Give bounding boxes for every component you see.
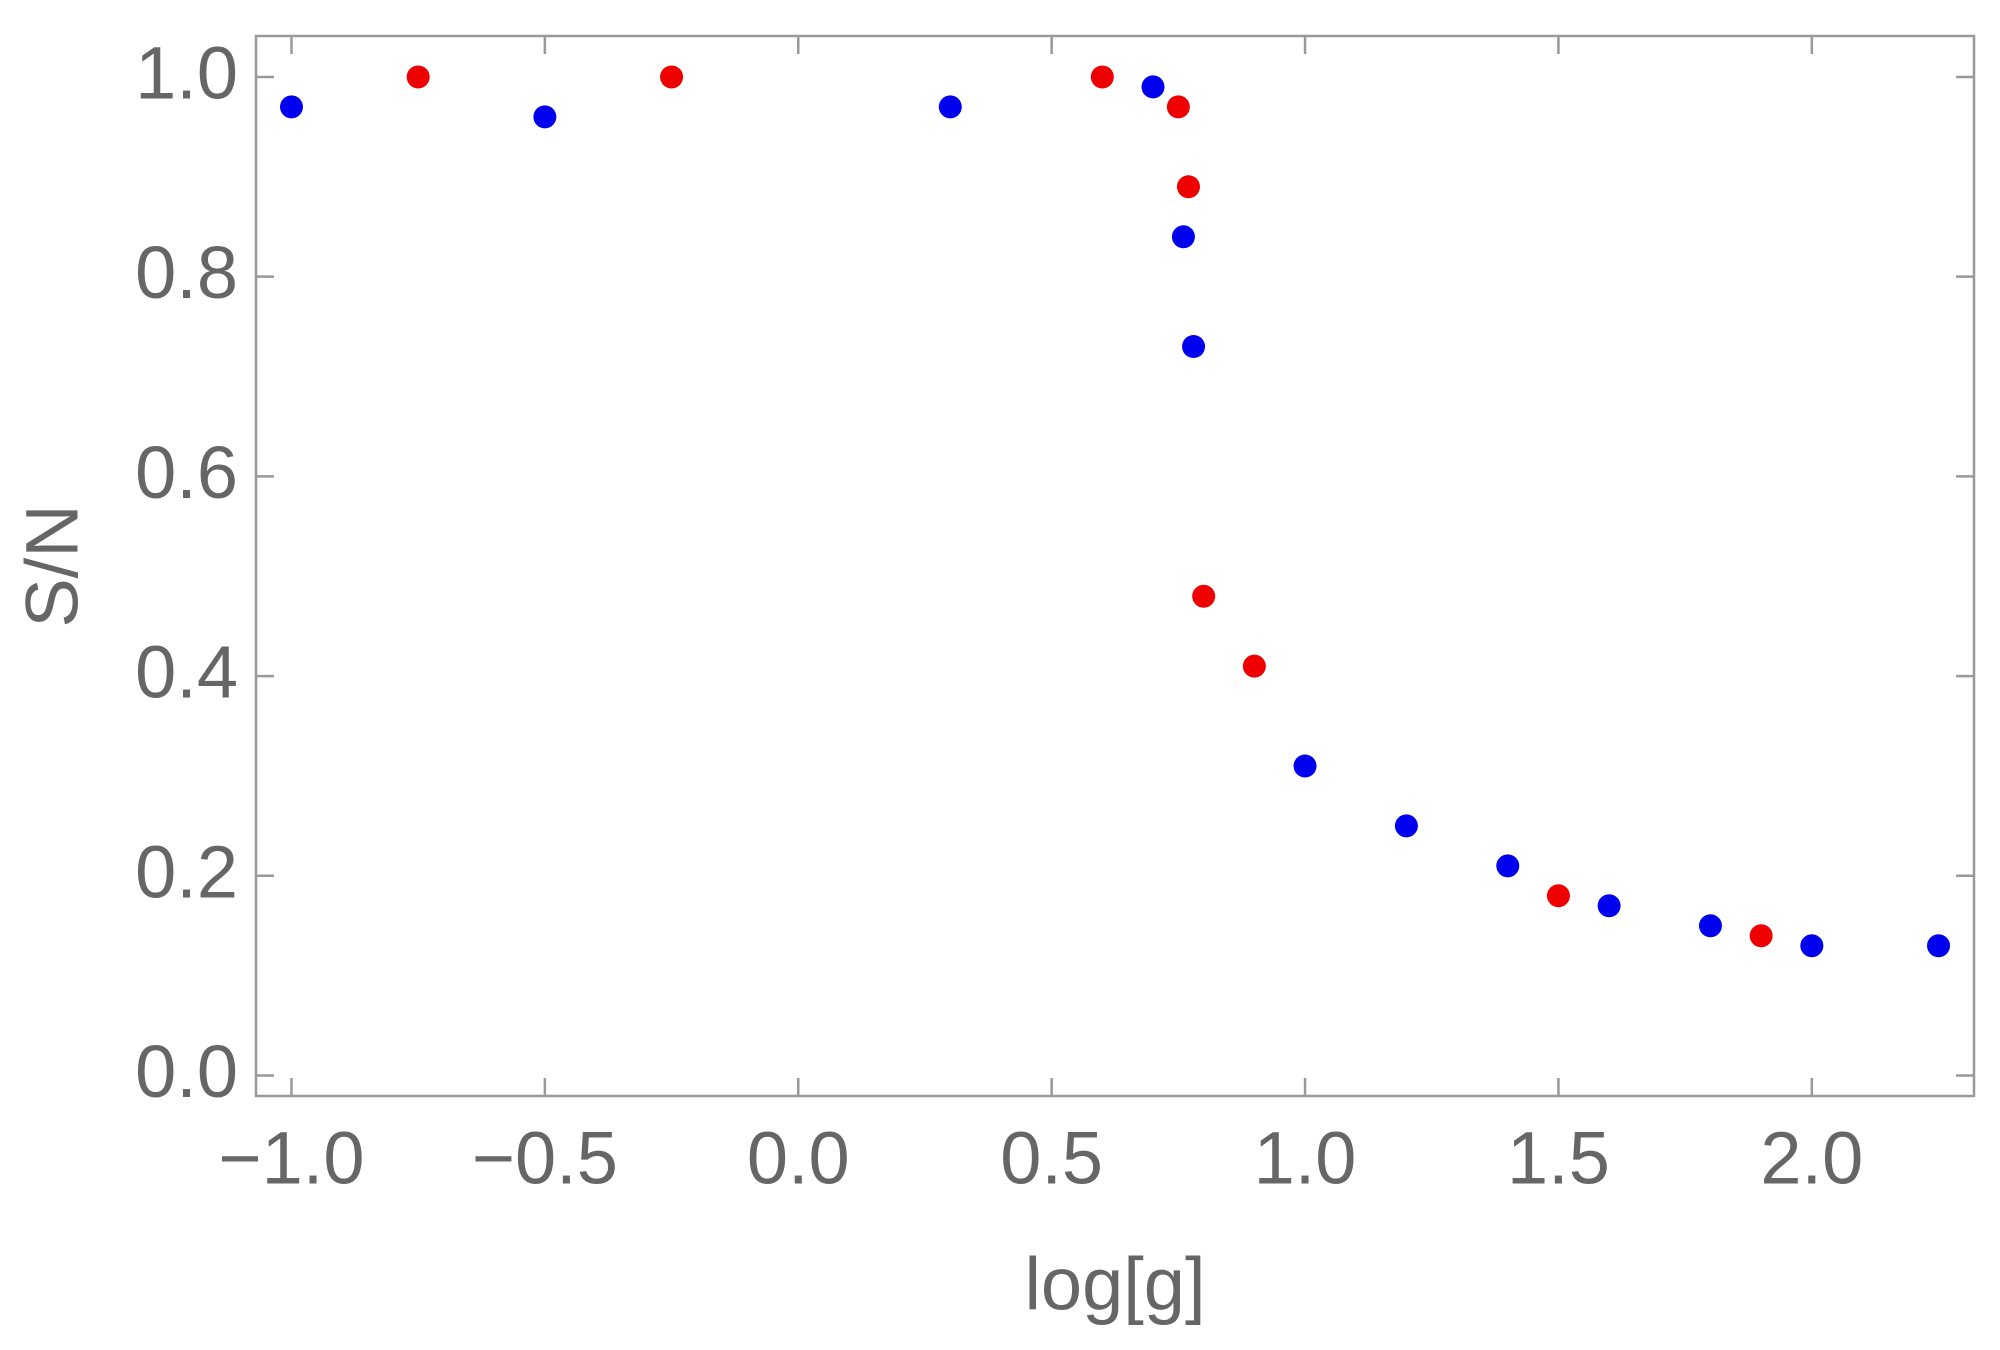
point (1141, 75, 1165, 99)
point (938, 95, 962, 119)
point (1242, 654, 1266, 678)
x-tick-label: 0.0 (747, 1117, 850, 1200)
point (1749, 924, 1773, 948)
y-tick-label: 0.6 (135, 431, 238, 514)
point (1166, 95, 1190, 119)
x-axis-label: log[g] (1024, 1243, 1205, 1326)
plot-frame (254, 34, 1976, 1098)
y-tick-label: 0.2 (135, 830, 238, 913)
point (1182, 335, 1206, 359)
point (1192, 584, 1216, 608)
point (1546, 884, 1570, 908)
point (1293, 754, 1317, 778)
x-tick-label: 2.0 (1760, 1117, 1863, 1200)
point (533, 105, 557, 129)
y-tick-label: 0.4 (135, 631, 238, 714)
point (1927, 934, 1951, 958)
point (1597, 894, 1621, 918)
point (1698, 914, 1722, 938)
point (279, 95, 303, 119)
point (1171, 225, 1195, 249)
x-tick-label: 0.5 (1000, 1117, 1103, 1200)
point (1800, 934, 1824, 958)
point (1394, 814, 1418, 838)
x-tick-label: −1.0 (218, 1117, 364, 1200)
y-tick-label: 0.8 (135, 231, 238, 314)
point (1176, 175, 1200, 199)
x-tick-label: −0.5 (472, 1117, 618, 1200)
point (1090, 65, 1114, 89)
y-axis-label: S/N (11, 504, 94, 627)
x-tick-label: 1.0 (1254, 1117, 1357, 1200)
x-tick-label: 1.5 (1507, 1117, 1610, 1200)
point (660, 65, 684, 89)
point (406, 65, 430, 89)
y-tick-label: 0.0 (135, 1030, 238, 1113)
point (1496, 854, 1520, 878)
y-tick-label: 1.0 (135, 31, 238, 114)
